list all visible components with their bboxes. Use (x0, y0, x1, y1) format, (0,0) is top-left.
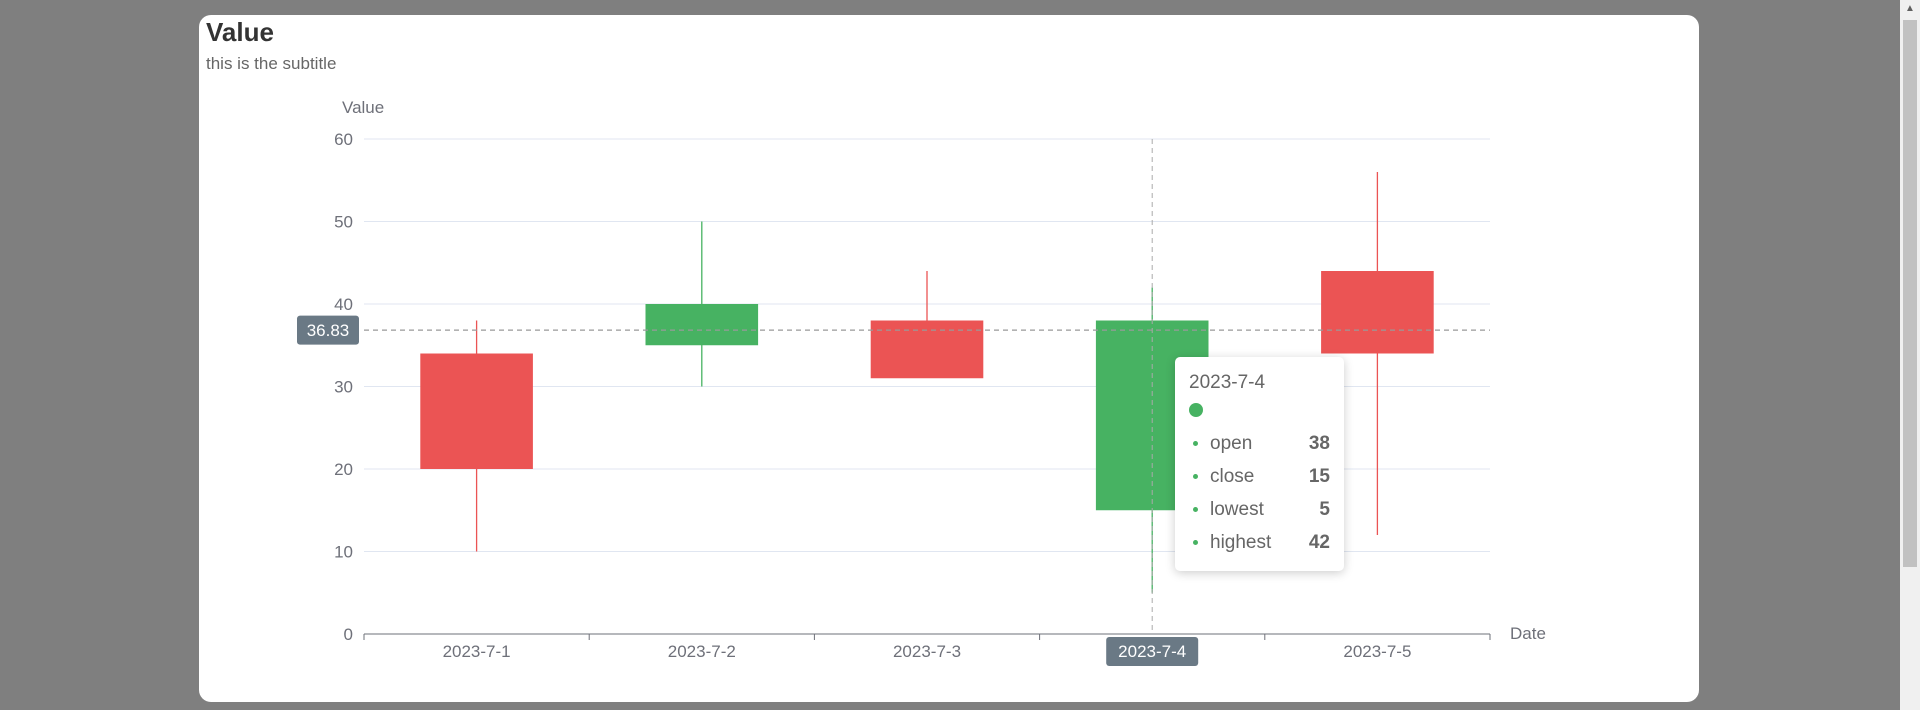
candle-body (870, 320, 984, 379)
y-tick-label: 60 (334, 130, 353, 149)
candlestick-chart[interactable]: 0 10 20 30 40 50 60 Value 2023-7-1 2023-7-2 2023-7… (199, 15, 1699, 702)
tooltip-row-value: 15 (1308, 465, 1330, 487)
x-axis-label: Date (1510, 624, 1546, 643)
crosshair: 36.83 2023-7-4 (297, 139, 1490, 666)
y-pointer-label-bg (297, 315, 359, 345)
x-tick-label: 2023-7-3 (893, 642, 961, 661)
y-pointer-label: 36.83 (307, 321, 350, 340)
y-tick-label: 10 (334, 543, 353, 562)
tooltip-row-name: open (1210, 432, 1253, 454)
y-tick-label: 50 (334, 213, 353, 232)
y-tick-label: 20 (334, 460, 353, 479)
axes: 0 10 20 30 40 50 60 Value 2023-7-1 2023-7-2 2023-7… (334, 98, 1546, 661)
tooltip-row-name: close (1210, 465, 1255, 487)
y-tick-label: 30 (334, 378, 353, 397)
candle-body (1321, 271, 1434, 354)
tooltip: 2023-7-4 open 38 close 15 lowest 5 highe… (1175, 357, 1344, 571)
tooltip-series-marker (1189, 403, 1203, 417)
vertical-scrollbar[interactable]: ▲ (1900, 0, 1920, 710)
x-tick-label: 2023-7-1 (443, 642, 511, 661)
bullet-icon (1193, 441, 1198, 446)
x-pointer-label: 2023-7-4 (1118, 642, 1186, 661)
bullet-icon (1193, 507, 1198, 512)
y-tick-label: 40 (334, 295, 353, 314)
candle-body (645, 304, 759, 346)
bullet-icon (1193, 540, 1198, 545)
tooltip-row-open: open 38 (1189, 427, 1330, 460)
tooltip-row-value: 42 (1308, 531, 1330, 553)
tooltip-row-highest: highest 42 (1189, 526, 1330, 559)
x-tick-label: 2023-7-2 (668, 642, 736, 661)
y-tick-label: 0 (344, 625, 353, 644)
chart-subtitle: this is the subtitle (206, 54, 337, 73)
tooltip-row-close: close 15 (1189, 460, 1330, 493)
tooltip-row-name: highest (1210, 531, 1272, 553)
x-tick-label: 2023-7-5 (1343, 642, 1411, 661)
y-axis-label: Value (342, 98, 384, 117)
scroll-up-arrow-icon[interactable]: ▲ (1905, 3, 1915, 14)
x-pointer-label-bg (1106, 637, 1199, 666)
tooltip-date: 2023-7-4 (1189, 372, 1266, 393)
tooltip-row-name: lowest (1210, 498, 1264, 520)
candle-body (420, 353, 533, 469)
tooltip-row-value: 38 (1308, 432, 1330, 454)
tooltip-row-lowest: lowest 5 (1189, 493, 1330, 526)
scroll-thumb[interactable] (1903, 20, 1917, 567)
chart-card: Value this is the subtitle 0 10 20 30 40 50 60… (199, 15, 1699, 702)
tooltip-row-value: 5 (1319, 498, 1330, 520)
bullet-icon (1193, 474, 1198, 479)
chart-title: Value (206, 17, 274, 47)
